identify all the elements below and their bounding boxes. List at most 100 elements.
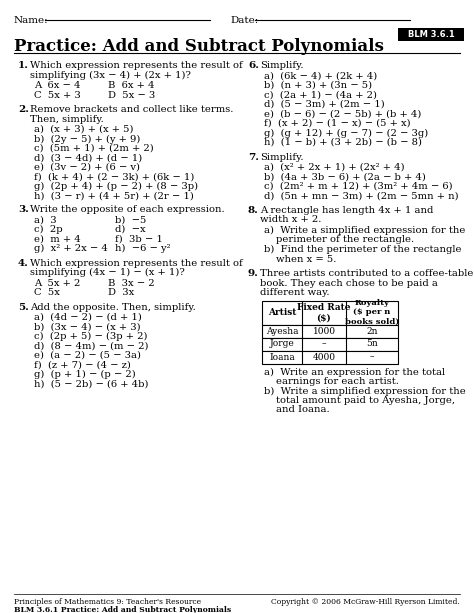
Text: Then, simplify.: Then, simplify.	[30, 115, 104, 123]
Text: 2.: 2.	[18, 105, 29, 114]
Text: h)  (1 − b) + (3 + 2b) − (b − 8): h) (1 − b) + (3 + 2b) − (b − 8)	[264, 138, 422, 147]
Text: a)  (x + 3) + (x + 5): a) (x + 3) + (x + 5)	[34, 125, 134, 134]
Text: 3.: 3.	[18, 205, 29, 214]
Text: different way.: different way.	[260, 288, 329, 297]
Text: c)  (2m² + m + 12) + (3m² + 4m − 6): c) (2m² + m + 12) + (3m² + 4m − 6)	[264, 182, 453, 191]
Text: 2n: 2n	[366, 327, 378, 335]
Text: b)  −5: b) −5	[115, 216, 146, 224]
Text: c)  (2p + 5) − (3p + 2): c) (2p + 5) − (3p + 2)	[34, 332, 147, 341]
Text: earnings for each artist.: earnings for each artist.	[276, 377, 399, 386]
Text: Principles of Mathematics 9: Teacher's Resource: Principles of Mathematics 9: Teacher's R…	[14, 598, 201, 606]
Text: a)  Write an expression for the total: a) Write an expression for the total	[264, 368, 445, 376]
Text: and Ioana.: and Ioana.	[276, 406, 329, 414]
Text: a)  (x² + 2x + 1) + (2x² + 4): a) (x² + 2x + 1) + (2x² + 4)	[264, 163, 405, 172]
Text: b)  (4a + 3b − 6) + (2a − b + 4): b) (4a + 3b − 6) + (2a − b + 4)	[264, 172, 426, 181]
Text: Date:: Date:	[230, 16, 258, 25]
Text: book. They each chose to be paid a: book. They each chose to be paid a	[260, 278, 438, 287]
Text: Remove brackets and collect like terms.: Remove brackets and collect like terms.	[30, 105, 233, 114]
Bar	[262, 300, 398, 324]
Text: 1000: 1000	[312, 327, 336, 335]
Text: b)  (2y − 5) + (y + 9): b) (2y − 5) + (y + 9)	[34, 134, 140, 143]
Text: h)  −6 − y²: h) −6 − y²	[115, 244, 171, 253]
Text: B  3x − 2: B 3x − 2	[108, 278, 155, 287]
Text: f)  (z + 7) − (4 − z): f) (z + 7) − (4 − z)	[34, 360, 131, 370]
Text: B  6x + 4: B 6x + 4	[108, 81, 155, 90]
Text: 5.: 5.	[18, 302, 29, 311]
Text: e)  m + 4: e) m + 4	[34, 235, 81, 243]
Text: Copyright © 2006 McGraw-Hill Ryerson Limited.: Copyright © 2006 McGraw-Hill Ryerson Lim…	[271, 598, 460, 606]
Text: Ioana: Ioana	[269, 352, 295, 362]
Text: a)  Write a simplified expression for the: a) Write a simplified expression for the	[264, 226, 465, 235]
Text: 6.: 6.	[248, 61, 259, 70]
Text: simplifying (3x − 4) + (2x + 1)?: simplifying (3x − 4) + (2x + 1)?	[30, 70, 191, 80]
Text: g)  (g + 12) + (g − 7) − (2 − 3g): g) (g + 12) + (g − 7) − (2 − 3g)	[264, 129, 428, 138]
Text: Practice: Add and Subtract Polynomials: Practice: Add and Subtract Polynomials	[14, 38, 384, 55]
Text: Fixed Rate
($): Fixed Rate ($)	[297, 303, 351, 322]
Text: A  6x − 4: A 6x − 4	[34, 81, 81, 90]
Text: Simplify.: Simplify.	[260, 153, 303, 161]
Text: d)  (5 − 3m) + (2m − 1): d) (5 − 3m) + (2m − 1)	[264, 100, 385, 109]
Text: d)  (8 − 4m) − (m − 2): d) (8 − 4m) − (m − 2)	[34, 341, 148, 351]
Text: Royalty
($ per n
books sold): Royalty ($ per n books sold)	[345, 299, 399, 326]
Text: g)  (p + 1) − (p − 2): g) (p + 1) − (p − 2)	[34, 370, 136, 379]
Text: b)  Find the perimeter of the rectangle: b) Find the perimeter of the rectangle	[264, 245, 462, 254]
Text: C  5x + 3: C 5x + 3	[34, 91, 81, 99]
Text: A  5x + 2: A 5x + 2	[34, 278, 81, 287]
Text: h)  (5 − 2b) − (6 + 4b): h) (5 − 2b) − (6 + 4b)	[34, 379, 148, 389]
Text: b)  (3x − 4) − (x + 3): b) (3x − 4) − (x + 3)	[34, 322, 141, 332]
Text: perimeter of the rectangle.: perimeter of the rectangle.	[276, 235, 414, 245]
Text: Add the opposite. Then, simplify.: Add the opposite. Then, simplify.	[30, 302, 196, 311]
Text: simplifying (4x − 1) − (x + 1)?: simplifying (4x − 1) − (x + 1)?	[30, 268, 185, 277]
Text: width x + 2.: width x + 2.	[260, 216, 321, 224]
Text: d)  −x: d) −x	[115, 225, 146, 234]
Text: 7.: 7.	[248, 153, 259, 161]
Text: c)  2p: c) 2p	[34, 225, 63, 234]
Text: a)  (6k − 4) + (2k + 4): a) (6k − 4) + (2k + 4)	[264, 72, 377, 80]
Text: D  3x: D 3x	[108, 288, 134, 297]
Text: d)  (5n + mn − 3m) + (2m − 5mn + n): d) (5n + mn − 3m) + (2m − 5mn + n)	[264, 191, 459, 200]
Text: Which expression represents the result of: Which expression represents the result o…	[30, 259, 243, 267]
Text: 5n: 5n	[366, 340, 378, 349]
Text: Simplify.: Simplify.	[260, 61, 303, 70]
Text: e)  (b − 6) − (2 − 5b) + (b + 4): e) (b − 6) − (2 − 5b) + (b + 4)	[264, 110, 421, 118]
Text: C  5x: C 5x	[34, 288, 60, 297]
Text: f)  (x + 2) − (1 − x) − (5 + x): f) (x + 2) − (1 − x) − (5 + x)	[264, 119, 410, 128]
Text: e)  (a − 2) − (5 − 3a): e) (a − 2) − (5 − 3a)	[34, 351, 141, 360]
Text: Artist: Artist	[268, 308, 296, 317]
Text: c)  (5m + 1) + (2m + 2): c) (5m + 1) + (2m + 2)	[34, 144, 154, 153]
Text: Name:: Name:	[14, 16, 49, 25]
Text: 9.: 9.	[248, 269, 259, 278]
Text: h)  (3 − r) + (4 + 5r) + (2r − 1): h) (3 − r) + (4 + 5r) + (2r − 1)	[34, 191, 194, 200]
Text: Three artists contributed to a coffee-table: Three artists contributed to a coffee-ta…	[260, 269, 474, 278]
Text: 4000: 4000	[312, 352, 336, 362]
Text: Ayesha: Ayesha	[266, 327, 298, 335]
Text: Which expression represents the result of: Which expression represents the result o…	[30, 61, 243, 70]
Text: when x = 5.: when x = 5.	[276, 254, 337, 264]
Text: 1.: 1.	[18, 61, 29, 70]
Text: –: –	[322, 340, 326, 349]
Text: b)  (n + 3) + (3n − 5): b) (n + 3) + (3n − 5)	[264, 81, 372, 90]
Text: e)  (3v − 2) + (6 − v): e) (3v − 2) + (6 − v)	[34, 163, 140, 172]
Text: BLM 3.6.1: BLM 3.6.1	[408, 30, 455, 39]
Text: BLM 3.6.1 Practice: Add and Subtract Polynomials: BLM 3.6.1 Practice: Add and Subtract Pol…	[14, 606, 231, 613]
Text: Write the opposite of each expression.: Write the opposite of each expression.	[30, 205, 225, 214]
Text: g)  (2p + 4) + (p − 2) + (8 − 3p): g) (2p + 4) + (p − 2) + (8 − 3p)	[34, 182, 198, 191]
Text: a)  3: a) 3	[34, 216, 56, 224]
Text: d)  (3 − 4d) + (d − 1): d) (3 − 4d) + (d − 1)	[34, 153, 142, 162]
Text: g)  x² + 2x − 4: g) x² + 2x − 4	[34, 244, 108, 253]
Bar	[262, 324, 398, 338]
Text: A rectangle has length 4x + 1 and: A rectangle has length 4x + 1 and	[260, 206, 433, 215]
Bar	[262, 351, 398, 364]
Text: 4.: 4.	[18, 259, 29, 267]
Text: f)  (k + 4) + (2 − 3k) + (6k − 1): f) (k + 4) + (2 − 3k) + (6k − 1)	[34, 172, 194, 181]
Bar	[262, 338, 398, 351]
Text: D  5x − 3: D 5x − 3	[108, 91, 155, 99]
Text: c)  (2a + 1) − (4a + 2): c) (2a + 1) − (4a + 2)	[264, 91, 377, 99]
Text: total amount paid to Ayesha, Jorge,: total amount paid to Ayesha, Jorge,	[276, 396, 455, 405]
Text: f)  3b − 1: f) 3b − 1	[115, 235, 163, 243]
Text: b)  Write a simplified expression for the: b) Write a simplified expression for the	[264, 387, 466, 395]
Bar	[398, 28, 464, 41]
Text: 8.: 8.	[248, 206, 259, 215]
Text: a)  (4d − 2) − (d + 1): a) (4d − 2) − (d + 1)	[34, 313, 142, 322]
Text: –: –	[370, 352, 374, 362]
